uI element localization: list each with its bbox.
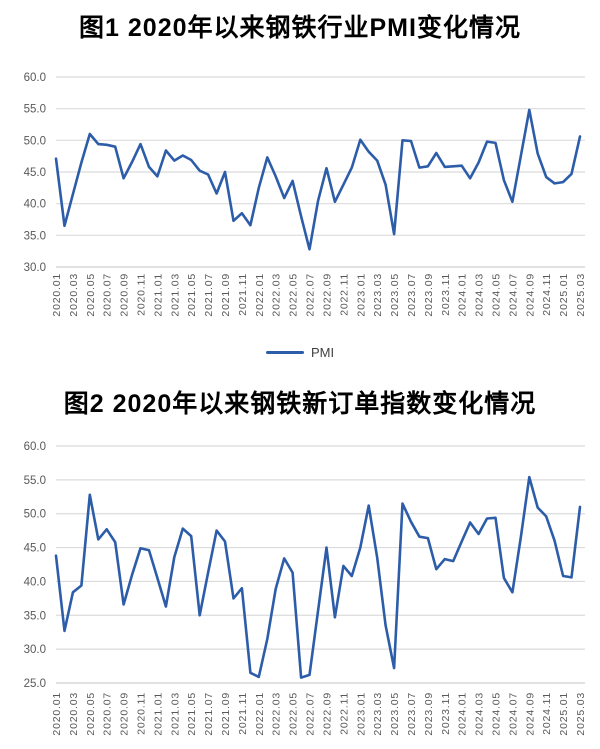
x-axis-tick-label: 2021.01 (152, 692, 164, 736)
x-axis-tick-label: 2020.03 (68, 273, 80, 317)
x-axis-tick-label: 2022.01 (254, 692, 266, 736)
x-axis-tick-label: 2025.03 (575, 692, 587, 736)
y-axis-tick-label: 40.0 (24, 199, 46, 211)
x-axis-tick-label: 2024.03 (474, 692, 486, 736)
x-axis-tick-label: 2023.09 (423, 692, 435, 736)
x-axis-tick-label: 2020.11 (136, 692, 148, 735)
x-axis-tick-label: 2024.11 (541, 692, 553, 735)
x-axis-tick-label: 2022.05 (288, 273, 300, 317)
x-axis-tick-label: 2022.07 (305, 692, 317, 736)
figure2-new-orders-line-chart: 25.0 30.0 35.0 40.0 45.0 50.0 55.0 60.0 2020.01 2… (24, 441, 587, 736)
x-axis-tick-label: 2021.01 (152, 273, 164, 317)
x-axis-tick-label: 2021.11 (237, 273, 249, 316)
pmi-legend-label: PMI (310, 345, 335, 360)
x-axis-tick-label: 2023.01 (355, 692, 367, 736)
x-axis-tick-label: 2021.09 (220, 692, 232, 736)
y-axis-tick-label: 30.0 (24, 644, 46, 656)
x-axis-tick-label: 2025.03 (575, 273, 587, 317)
y-axis-tick-label: 45.0 (24, 167, 46, 179)
y-axis-tick-label: 60.0 (24, 72, 46, 84)
y-axis-tick-label: 35.0 (24, 610, 46, 622)
x-axis-tick-label: 2022.07 (305, 273, 317, 317)
x-axis-tick-label: 2023.05 (389, 692, 401, 736)
x-axis-tick-label: 2023.05 (389, 273, 401, 317)
figure1-title: 图1 2020年以来钢铁行业PMI变化情况 (79, 14, 521, 42)
x-axis-tick-label: 2024.09 (524, 692, 536, 736)
x-axis-tick-label: 2021.05 (186, 692, 198, 736)
x-axis-tick-label: 2023.11 (440, 273, 452, 316)
x-axis-tick-label: 2020.01 (51, 273, 63, 317)
x-axis-tick-label: 2023.01 (355, 273, 367, 317)
y-axis-tick-label: 40.0 (24, 576, 46, 588)
y-axis-tick-label: 30.0 (24, 262, 46, 274)
x-axis-tick-label: 2021.07 (203, 692, 215, 736)
x-axis-tick-label: 2022.05 (288, 692, 300, 736)
x-axis-tick-label: 2025.01 (558, 692, 570, 736)
x-axis-tick-label: 2022.03 (271, 273, 283, 317)
x-axis-tick-label: 2022.03 (271, 692, 283, 736)
pmi-legend-line-icon (265, 351, 304, 354)
x-axis-tick-label: 2021.03 (169, 692, 181, 736)
x-axis-tick-label: 2021.03 (169, 273, 181, 317)
x-axis-tick-label: 2023.07 (406, 692, 418, 736)
x-axis-tick-label: 2023.03 (372, 692, 384, 736)
y-axis-tick-label: 25.0 (24, 678, 46, 690)
x-axis-tick-label: 2021.07 (203, 273, 215, 317)
y-axis-tick-label: 50.0 (24, 135, 46, 147)
y-axis-tick-label: 60.0 (24, 441, 46, 453)
y-axis-tick-label: 35.0 (24, 230, 46, 242)
y-axis-tick-label: 45.0 (24, 543, 46, 555)
x-axis-tick-label: 2022.11 (338, 273, 350, 316)
x-axis-tick-label: 2021.09 (220, 273, 232, 317)
x-axis-tick-label: 2022.01 (254, 273, 266, 317)
x-axis-tick-label: 2022.11 (338, 692, 350, 735)
x-axis-tick-label: 2022.09 (322, 273, 334, 317)
y-axis-tick-label: 55.0 (24, 104, 46, 116)
x-axis-tick-label: 2021.11 (237, 692, 249, 735)
x-axis-tick-label: 2022.09 (322, 692, 334, 736)
x-axis-tick-label: 2020.09 (119, 692, 131, 736)
x-axis-tick-label: 2020.11 (136, 273, 148, 316)
x-axis-tick-label: 2024.11 (541, 273, 553, 316)
x-axis-tick-label: 2023.03 (372, 273, 384, 317)
x-axis-tick-label: 2024.01 (457, 273, 469, 317)
x-axis-tick-label: 2025.01 (558, 273, 570, 317)
figure2-title: 图2 2020年以来钢铁新订单指数变化情况 (63, 390, 537, 418)
x-axis-tick-label: 2020.07 (102, 273, 114, 317)
x-axis-tick-label: 2020.07 (102, 692, 114, 736)
x-axis-tick-label: 2020.05 (85, 692, 97, 736)
figure1-legend: PMI (0, 345, 600, 360)
x-axis-tick-label: 2023.09 (423, 273, 435, 317)
x-axis-tick-label: 2024.03 (474, 273, 486, 317)
PMI-series-line (54, 108, 582, 251)
x-axis-tick-label: 2020.05 (85, 273, 97, 317)
x-axis-tick-label: 2024.05 (491, 692, 503, 736)
y-axis-tick-label: 50.0 (24, 509, 46, 521)
figure1-pmi-line-chart: 30.0 35.0 40.0 45.0 50.0 55.0 60.0 2020.01 2020.… (24, 72, 587, 317)
新订单指数-series-line (54, 475, 582, 679)
x-axis-tick-label: 2020.01 (51, 692, 63, 736)
x-axis-tick-label: 2020.09 (119, 273, 131, 317)
x-axis-tick-label: 2023.11 (440, 692, 452, 735)
x-axis-tick-label: 2024.07 (507, 273, 519, 317)
x-axis-tick-label: 2020.03 (68, 692, 80, 736)
x-axis-tick-label: 2023.07 (406, 273, 418, 317)
x-axis-tick-label: 2024.01 (457, 692, 469, 736)
x-axis-tick-label: 2021.05 (186, 273, 198, 317)
x-axis-tick-label: 2024.05 (491, 273, 503, 317)
y-axis-tick-label: 55.0 (24, 475, 46, 487)
x-axis-tick-label: 2024.07 (507, 692, 519, 736)
x-axis-tick-label: 2024.09 (524, 273, 536, 317)
